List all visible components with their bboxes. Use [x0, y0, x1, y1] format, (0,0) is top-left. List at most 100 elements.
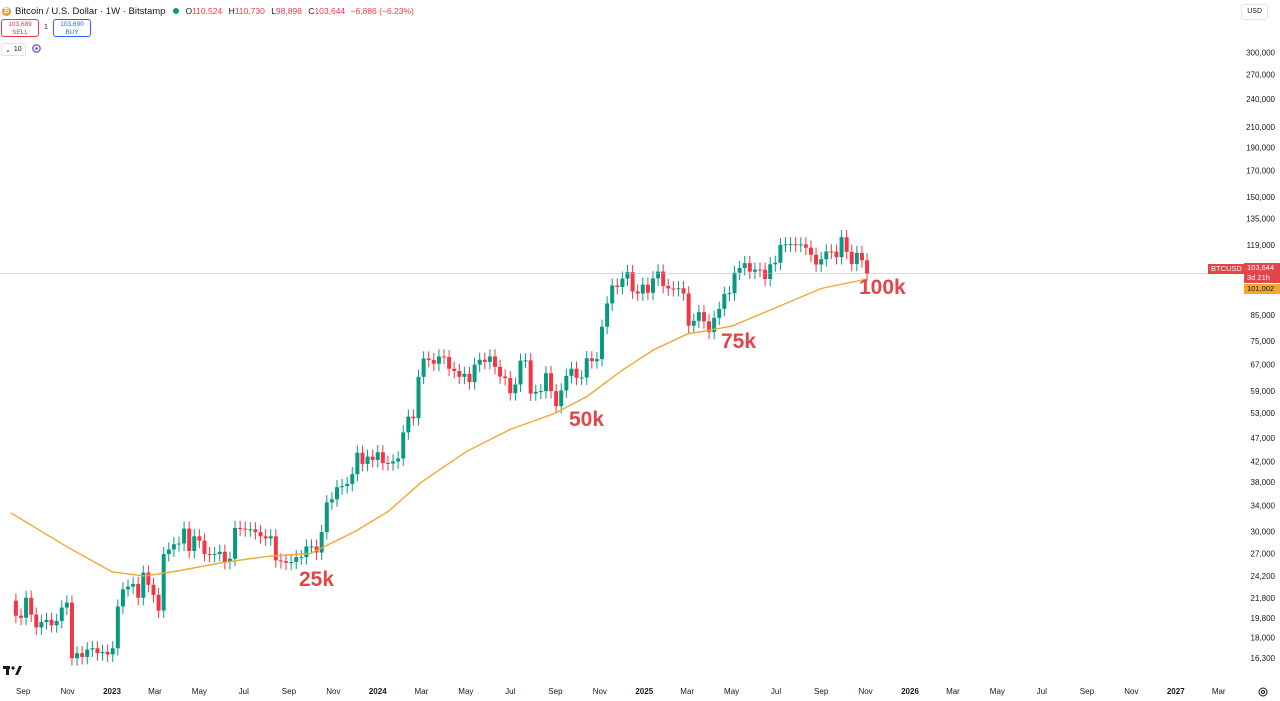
candle-body — [385, 462, 390, 464]
sync-icon[interactable] — [31, 43, 42, 54]
candle-body — [691, 320, 696, 326]
change-value: −6,886 (−6.23%) — [350, 6, 414, 16]
candle-body — [110, 648, 115, 655]
candle-body — [284, 561, 289, 563]
candle — [13, 593, 18, 624]
candle — [492, 349, 497, 375]
candle — [340, 478, 345, 495]
x-tick-label: 2023 — [103, 687, 121, 696]
candle — [824, 244, 829, 267]
candle-body — [543, 373, 548, 392]
candle-body — [396, 458, 401, 462]
candle — [120, 582, 125, 614]
candle-body — [273, 536, 278, 561]
candle — [80, 646, 85, 665]
candle-body — [849, 251, 854, 264]
candle — [136, 576, 141, 606]
candle — [268, 529, 273, 546]
y-tick-label: 42,000 — [1251, 457, 1276, 466]
candle — [538, 383, 543, 400]
y-tick-label: 119,000 — [1247, 241, 1276, 250]
candle — [574, 361, 579, 386]
x-tick-label: 2027 — [1167, 687, 1185, 696]
candle — [18, 608, 23, 626]
y-tick-label: 210,000 — [1246, 123, 1275, 132]
candle-body — [187, 528, 192, 552]
candle — [722, 286, 727, 317]
annotation-50k: 50k — [569, 408, 605, 431]
candle — [59, 600, 64, 629]
candle-body — [263, 536, 268, 539]
candle-body — [34, 614, 39, 628]
candle-body — [758, 269, 763, 271]
x-tick-label: Sep — [548, 687, 563, 696]
candle — [635, 284, 640, 301]
tradingview-logo-icon — [3, 666, 22, 675]
candle-body — [44, 619, 49, 623]
candle-body — [319, 532, 324, 553]
y-tick-label: 21,800 — [1251, 594, 1276, 603]
candle-body — [462, 373, 467, 377]
y-tick-label: 300,000 — [1246, 49, 1275, 58]
candle-body — [482, 359, 487, 362]
sell-button[interactable]: 103,689 SELL — [1, 19, 39, 37]
candle — [131, 576, 136, 595]
candle — [54, 613, 59, 633]
x-tick-label: 2026 — [901, 687, 919, 696]
candle — [284, 553, 289, 571]
interval-toggle[interactable]: ⌄ 10 — [1, 43, 26, 56]
y-tick-label: 240,000 — [1246, 95, 1275, 104]
candle-body — [498, 366, 503, 377]
candle-body — [411, 416, 416, 419]
candle-body — [294, 557, 299, 562]
candle-body — [365, 456, 370, 464]
candle-body — [763, 269, 768, 279]
candle — [406, 409, 411, 440]
gear-icon[interactable] — [1257, 686, 1269, 698]
candle — [365, 449, 370, 472]
candle — [238, 520, 243, 537]
candle — [717, 301, 722, 326]
x-tick-label: May — [458, 687, 473, 696]
live-dot-icon — [173, 8, 180, 14]
buy-button[interactable]: 103,690 BUY — [53, 19, 91, 37]
candle — [95, 641, 100, 661]
candle — [243, 521, 248, 537]
candle — [90, 641, 95, 657]
x-tick-label: May — [724, 687, 739, 696]
candle-body — [523, 360, 528, 362]
candle-body — [345, 483, 350, 487]
x-tick-label: Sep — [1080, 687, 1095, 696]
candle — [431, 352, 436, 372]
candle-body — [717, 308, 722, 318]
candle-body — [707, 321, 712, 332]
candle — [620, 271, 625, 295]
candle-body — [793, 244, 798, 246]
candle-body — [477, 359, 482, 365]
x-tick-label: Sep — [282, 687, 297, 696]
candle — [29, 590, 34, 623]
candle-body — [120, 589, 125, 607]
x-tick-label: May — [192, 687, 207, 696]
candle-body — [212, 554, 217, 556]
candle — [171, 537, 176, 557]
candle-body — [176, 543, 181, 545]
y-tick-label: 38,000 — [1251, 478, 1276, 487]
candle — [182, 521, 187, 551]
candle-body — [605, 303, 610, 327]
x-tick-label: Mar — [148, 687, 162, 696]
candle — [803, 237, 808, 256]
candle — [752, 262, 757, 280]
candle — [768, 257, 773, 287]
candle — [569, 361, 574, 384]
candle — [426, 351, 431, 368]
x-tick-label: Nov — [60, 687, 74, 696]
y-tick-label: 34,000 — [1251, 501, 1276, 510]
symbol-title[interactable]: Bitcoin / U.S. Dollar · 1W · Bitstamp — [15, 5, 166, 17]
candle-body — [803, 244, 808, 248]
candle-body — [289, 561, 294, 563]
candle — [661, 264, 666, 294]
candle — [701, 305, 706, 329]
currency-button[interactable]: USD — [1241, 4, 1268, 20]
